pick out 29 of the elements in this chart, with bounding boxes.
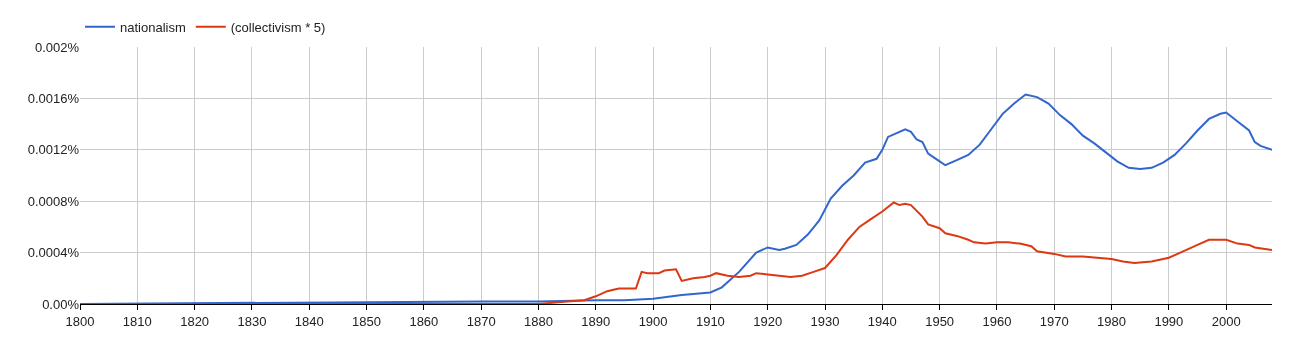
x-tick-label: 1860 (409, 313, 439, 329)
legend-label: nationalism (120, 19, 186, 35)
x-tick-label: 1800 (65, 313, 95, 329)
x-tick-label: 1900 (638, 313, 668, 329)
x-tick-label: 2000 (1211, 313, 1241, 329)
y-tick-label: 0.00% (42, 296, 80, 312)
x-tick-label: 1950 (925, 313, 955, 329)
y-tick-label: 0.0008% (27, 193, 80, 209)
legend-label: (collectivism * 5) (230, 19, 326, 35)
x-tick-label: 1970 (1039, 313, 1069, 329)
x-tick-label: 1840 (294, 313, 324, 329)
x-tick-label: 1850 (352, 313, 381, 329)
x-tick-label: 1960 (982, 313, 1012, 329)
y-tick-label: 0.0016% (27, 90, 80, 106)
x-tick-label: 1820 (180, 313, 210, 329)
x-tick-label: 1980 (1097, 313, 1126, 329)
x-tick-label: 1810 (122, 313, 152, 329)
x-tick-label: 1830 (237, 313, 267, 329)
x-tick-label: 1920 (753, 313, 783, 329)
x-tick-label: 1990 (1154, 313, 1184, 329)
y-tick-label: 0.002% (34, 39, 80, 55)
x-tick-label: 1940 (867, 313, 897, 329)
x-tick-label: 1890 (581, 313, 611, 329)
x-tick-label: 1930 (810, 313, 840, 329)
x-tick-label: 1880 (524, 313, 553, 329)
y-tick-label: 0.0004% (27, 245, 80, 261)
y-tick-label: 0.0012% (27, 142, 80, 158)
x-tick-label: 1870 (466, 313, 496, 329)
x-tick-label: 1910 (695, 313, 725, 329)
